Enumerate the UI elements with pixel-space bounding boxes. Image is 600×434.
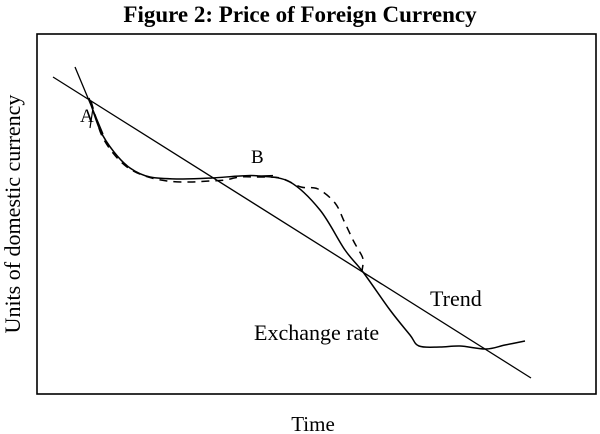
- svg-text:A: A: [80, 106, 94, 127]
- svg-text:Figure 2: Price of Foreign Cur: Figure 2: Price of Foreign Currency: [123, 2, 477, 27]
- svg-text:Time: Time: [291, 412, 335, 434]
- svg-text:Exchange rate: Exchange rate: [254, 320, 379, 345]
- svg-text:Units of domestic currency: Units of domestic currency: [0, 95, 25, 334]
- svg-text:Trend: Trend: [430, 286, 482, 311]
- svg-text:B: B: [251, 147, 264, 168]
